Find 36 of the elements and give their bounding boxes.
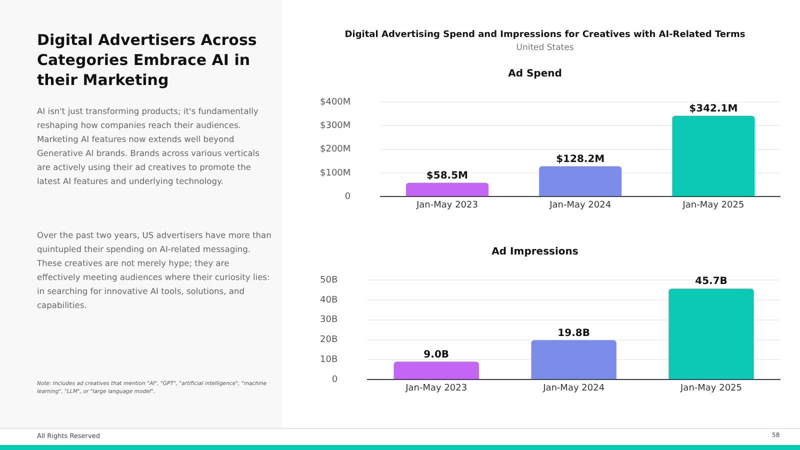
data-label: 45.7B [695, 276, 728, 288]
bar [668, 288, 754, 380]
data-label: 9.0B [424, 349, 450, 360]
data-label: 19.8B [558, 328, 590, 339]
x-tick-label: Jan-May 2023 [415, 200, 478, 210]
data-label: $342.1M [689, 103, 738, 114]
y-tick-label: $300M [320, 120, 351, 131]
y-tick-label: 0 [344, 192, 351, 202]
x-tick-label: Jan-May 2024 [548, 200, 612, 210]
chart-title: Ad Spend [508, 68, 562, 80]
bar [394, 362, 479, 380]
x-tick-label: Jan-May 2023 [404, 383, 468, 394]
text: Over the past two years, US advertisers have more than quintupled their spending on AI-related messaging. These creatives are not merely hype; they are effectively meeting audiences where their curiosity lies: in searching for innovative AI tools, solutions, and capabilities. [37, 229, 272, 312]
y-tick-label: $400M [320, 97, 351, 108]
x-tick-label: Jan-May 2025 [682, 200, 744, 210]
y-tick-label: $200M [320, 144, 351, 155]
data-label: $128.2M [556, 154, 605, 165]
y-tick-label: 50B [320, 275, 338, 286]
y-tick-label: 40B [320, 295, 338, 306]
chart-title: Ad Impressions [492, 246, 578, 258]
y-tick-label: $100M [320, 168, 351, 178]
y-tick-label: 20B [320, 335, 338, 346]
text: Digital Advertisers Across Categories Embrace AI in their Marketing [37, 30, 258, 90]
y-tick-label: 30B [320, 315, 338, 326]
bar [531, 340, 616, 380]
data-label: $58.5M [426, 170, 468, 182]
bar [406, 182, 488, 196]
bar [672, 116, 755, 196]
text: AI isn't just transforming products; it's fundamentally reshaping how companies reach their audiences. Marketing AI features now extends well beyond Generative AI brands. Brands across various verticals are actively using their ad creatives to promote the latest AI features and underlying technology. [37, 105, 260, 188]
x-tick-label: Jan-May 2025 [680, 383, 742, 394]
y-tick-label: 10B [320, 355, 338, 366]
text: United States [515, 43, 575, 53]
x-tick-label: Jan-May 2024 [542, 383, 605, 394]
bar [539, 166, 622, 196]
y-tick-label: 0 [332, 374, 338, 385]
text: Digital Advertising Spend and Impressions for Creatives with AI-Related Terms [344, 30, 746, 40]
